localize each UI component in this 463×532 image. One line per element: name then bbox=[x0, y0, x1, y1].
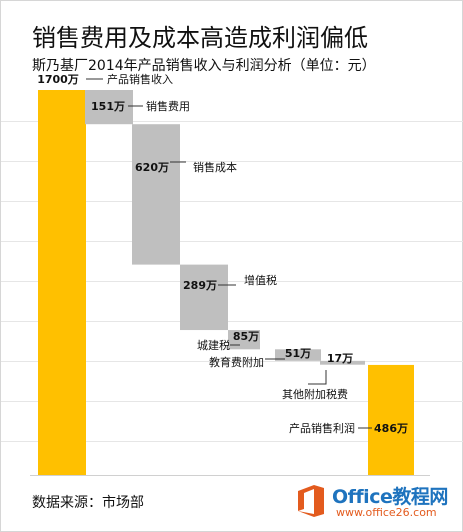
leader-line bbox=[308, 370, 327, 385]
gridline bbox=[1, 121, 463, 122]
bar-产品销售收入 bbox=[38, 90, 86, 475]
chart-subtitle: 斯乃基厂2014年产品销售收入与利润分析（单位：元） bbox=[32, 58, 376, 74]
gridline bbox=[1, 241, 463, 242]
office-logo-icon bbox=[298, 485, 324, 517]
value-label: 1700万 bbox=[37, 73, 79, 86]
data-source-note: 数据来源：市场部 bbox=[32, 495, 144, 511]
value-label: 151万 bbox=[91, 100, 125, 113]
bar-销售费用 bbox=[85, 90, 133, 125]
value-label: 620万 bbox=[135, 161, 169, 174]
gridline bbox=[1, 161, 463, 162]
watermark-logo: Office教程网 www.office26.com bbox=[296, 482, 456, 522]
category-label: 销售成本 bbox=[193, 160, 237, 174]
gridline bbox=[1, 401, 463, 402]
gridline bbox=[1, 441, 463, 442]
value-label: 51万 bbox=[285, 347, 311, 360]
category-label: 产品销售利润 bbox=[289, 421, 355, 435]
category-label: 其他附加税费 bbox=[282, 387, 348, 401]
bar-教育费附加 bbox=[275, 349, 321, 361]
gridline bbox=[1, 201, 463, 202]
bar-增值税 bbox=[180, 264, 228, 331]
value-label: 289万 bbox=[183, 279, 217, 292]
watermark-name: Office教程网 bbox=[332, 486, 448, 508]
watermark-url: www.office26.com bbox=[336, 506, 437, 519]
chart-title: 销售费用及成本高造成利润偏低 bbox=[32, 24, 368, 52]
bar-其他附加税费 bbox=[320, 360, 365, 365]
category-label: 增值税 bbox=[244, 273, 277, 287]
gridline bbox=[1, 281, 463, 282]
value-label: 486万 bbox=[374, 422, 408, 435]
bar-销售成本 bbox=[132, 124, 180, 265]
bar-城建税 bbox=[228, 330, 260, 350]
category-label: 城建税 bbox=[197, 338, 230, 352]
category-label: 销售费用 bbox=[146, 99, 190, 113]
gridline bbox=[1, 321, 463, 322]
category-label: 教育费附加 bbox=[209, 355, 264, 369]
value-label: 17万 bbox=[327, 352, 353, 365]
gridline bbox=[1, 361, 463, 362]
category-label: 产品销售收入 bbox=[107, 72, 173, 86]
value-label: 85万 bbox=[233, 330, 259, 343]
bar-产品销售利润 bbox=[368, 364, 414, 475]
